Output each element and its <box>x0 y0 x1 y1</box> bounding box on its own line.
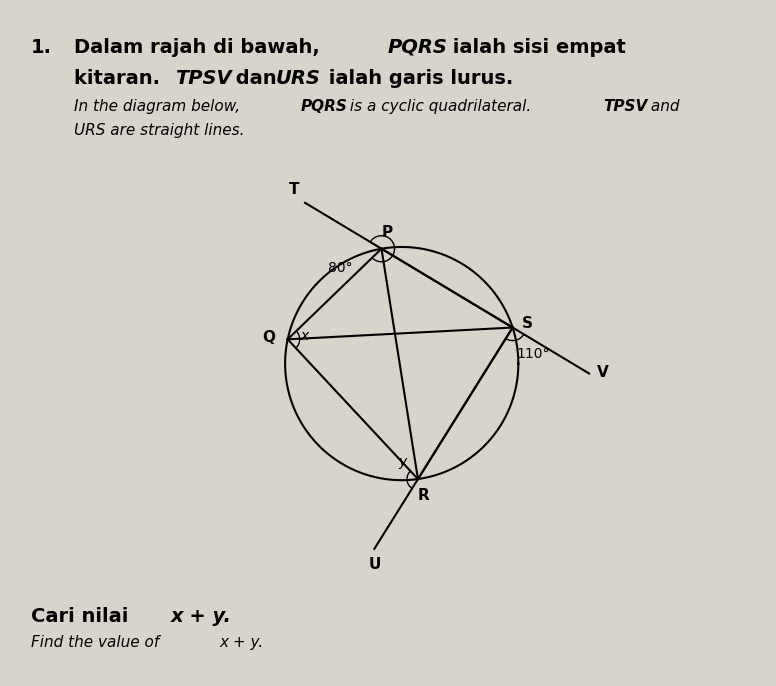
Text: U: U <box>368 557 380 572</box>
Text: is a cyclic quadrilateral.: is a cyclic quadrilateral. <box>345 99 536 115</box>
Text: x + y.: x + y. <box>220 635 264 650</box>
Text: 110°: 110° <box>516 346 549 361</box>
Text: TPSV: TPSV <box>175 69 231 88</box>
Text: x + y.: x + y. <box>171 607 231 626</box>
Text: TPSV: TPSV <box>604 99 648 115</box>
Text: V: V <box>598 364 609 379</box>
Text: 1.: 1. <box>31 38 52 57</box>
Text: kitaran.: kitaran. <box>74 69 167 88</box>
Text: Cari nilai: Cari nilai <box>31 607 135 626</box>
Text: PQRS: PQRS <box>301 99 348 115</box>
Text: Find the value of: Find the value of <box>31 635 165 650</box>
Text: Dalam rajah di bawah,: Dalam rajah di bawah, <box>74 38 326 57</box>
Text: In the diagram below,: In the diagram below, <box>74 99 244 115</box>
Text: ialah garis lurus.: ialah garis lurus. <box>322 69 513 88</box>
Text: ialah sisi empat: ialah sisi empat <box>446 38 626 57</box>
Text: PQRS: PQRS <box>388 38 448 57</box>
Text: S: S <box>522 316 533 331</box>
Text: x: x <box>300 329 308 343</box>
Text: URS are straight lines.: URS are straight lines. <box>74 123 244 139</box>
Text: and: and <box>646 99 680 115</box>
Text: P: P <box>381 225 393 240</box>
Text: URS: URS <box>275 69 320 88</box>
Text: dan: dan <box>229 69 283 88</box>
Text: 80°: 80° <box>328 261 352 275</box>
Text: R: R <box>417 488 429 503</box>
Text: Q: Q <box>262 331 275 346</box>
Text: y: y <box>399 455 407 469</box>
Text: T: T <box>289 182 300 198</box>
